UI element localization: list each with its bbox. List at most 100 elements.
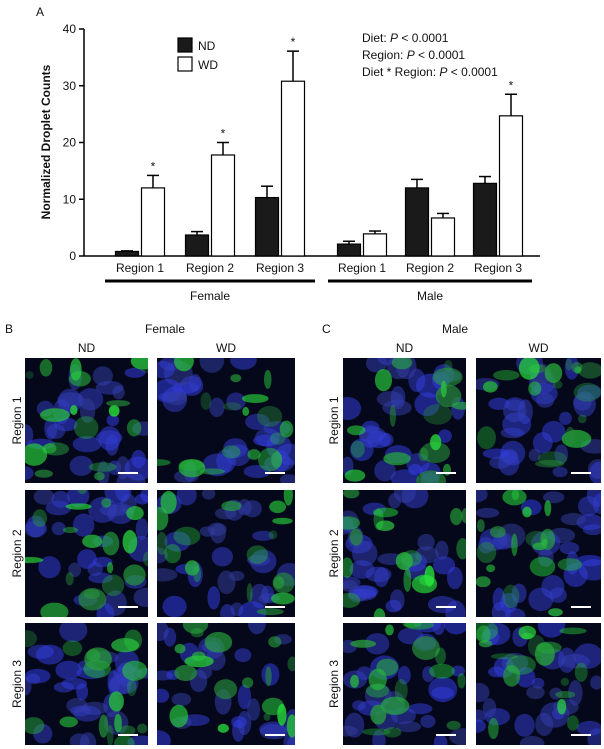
lipid [283, 490, 293, 506]
nucleus [482, 698, 497, 718]
lipid [502, 584, 520, 609]
lipid [476, 625, 491, 644]
nucleus [133, 587, 148, 607]
column-label: WD [216, 341, 236, 355]
nucleus [79, 398, 96, 423]
nucleus [576, 554, 601, 567]
lipid [43, 443, 57, 454]
cells [157, 358, 295, 483]
lipid [25, 443, 48, 466]
nucleus [33, 490, 55, 505]
column-label: WD [529, 341, 549, 355]
lipid [450, 507, 463, 526]
nucleus [201, 490, 216, 500]
lipid [391, 358, 413, 370]
nucleus [365, 566, 392, 583]
lipid [420, 441, 451, 464]
bar [210, 154, 236, 257]
lipid [488, 717, 499, 740]
lipid [217, 723, 229, 733]
lipid [230, 374, 242, 383]
lipid [122, 660, 148, 681]
cells [476, 623, 601, 745]
nucleus [438, 429, 452, 443]
nucleus [554, 444, 569, 464]
cells [157, 490, 295, 617]
lipid [403, 567, 412, 592]
nucleus [237, 684, 252, 710]
lipid [78, 588, 107, 611]
lipid [62, 526, 79, 534]
lipid [123, 564, 146, 586]
lipid [257, 447, 283, 472]
micrograph [476, 490, 601, 617]
lipid [477, 426, 496, 450]
lipid [257, 405, 283, 427]
lipid [178, 459, 206, 478]
nucleus [134, 493, 148, 505]
nucleus [115, 490, 130, 502]
nucleus [446, 566, 463, 590]
lipid [173, 526, 201, 546]
micrograph [25, 490, 148, 617]
nucleus [279, 474, 295, 483]
cells [343, 623, 466, 745]
nucleus [38, 556, 61, 579]
lipid [350, 674, 359, 688]
stats-part: P [439, 65, 447, 79]
nucleus [573, 643, 601, 669]
lipid [567, 715, 579, 731]
lipid [98, 714, 109, 738]
nucleus [443, 623, 466, 635]
lipid [343, 557, 354, 578]
nucleus [343, 579, 358, 592]
nucleus [549, 687, 563, 700]
lipid [271, 592, 295, 605]
lipid [529, 556, 556, 577]
lipid [65, 503, 92, 510]
lipid [552, 380, 563, 389]
x-tick-label: Region 2 [406, 261, 454, 275]
nucleus [226, 392, 246, 411]
column-label: ND [78, 341, 96, 355]
cells [343, 358, 466, 483]
bar [280, 80, 306, 257]
nucleus [390, 385, 406, 410]
lipid [242, 406, 250, 416]
bar [472, 182, 498, 257]
nucleus [106, 414, 120, 427]
lipid [380, 696, 410, 715]
stats-part: Diet: [362, 31, 390, 45]
lipid [574, 662, 588, 682]
lipid [383, 727, 402, 738]
lipid [452, 401, 466, 410]
lipid [169, 704, 189, 728]
legend-swatch [177, 56, 193, 72]
lipid [343, 592, 361, 608]
nucleus [70, 705, 92, 717]
lipid [25, 371, 34, 379]
lipid [157, 459, 171, 466]
nucleus [176, 490, 197, 506]
nucleus [526, 685, 545, 700]
lipid [349, 528, 363, 546]
lipid [157, 531, 168, 555]
cells [343, 490, 466, 617]
significance-label: * [291, 35, 296, 49]
lipid [214, 679, 238, 700]
nucleus [343, 725, 358, 737]
nucleus [92, 366, 113, 386]
lipid [534, 642, 555, 666]
lipid [199, 468, 226, 475]
nucleus [51, 521, 66, 536]
nucleus [537, 623, 566, 638]
nucleus [372, 729, 386, 745]
lipid [126, 419, 142, 437]
lipid [518, 625, 536, 640]
nucleus [210, 523, 226, 544]
lipid [365, 683, 390, 698]
lipid [25, 717, 45, 735]
lipid [59, 716, 78, 728]
stats-part: Region: [362, 48, 407, 62]
